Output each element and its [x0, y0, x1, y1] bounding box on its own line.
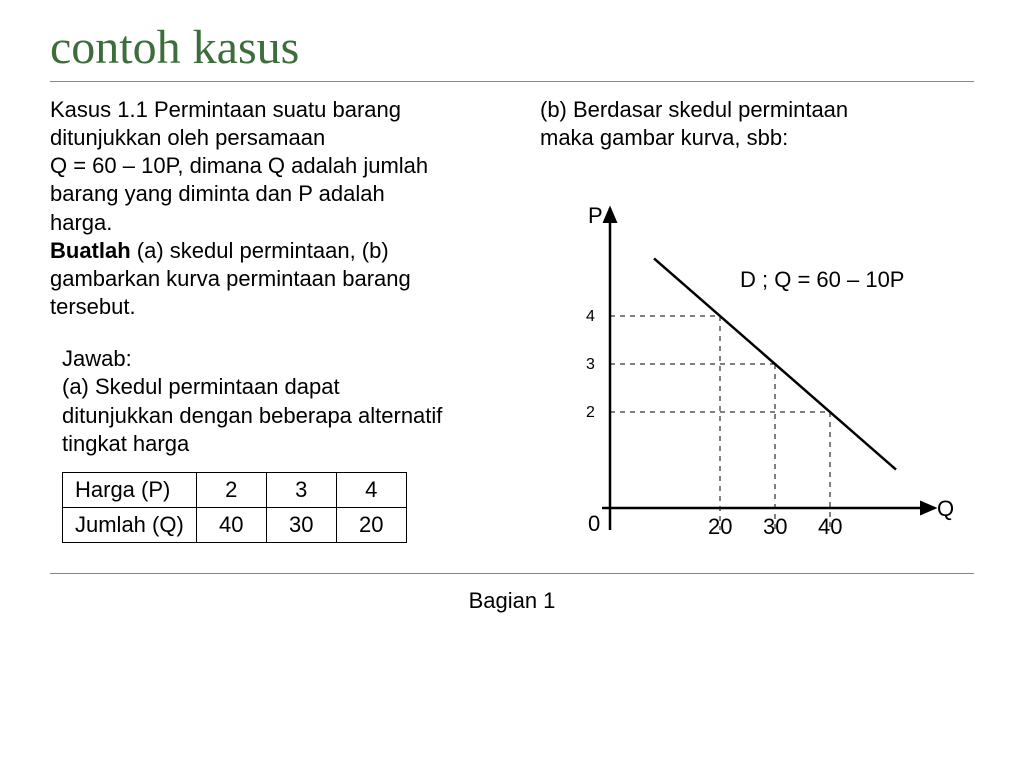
svg-text:30: 30: [763, 514, 787, 539]
problem-line: barang yang diminta dan P adalah: [50, 181, 385, 206]
svg-text:40: 40: [818, 514, 842, 539]
divider-top: [50, 81, 974, 82]
table-row: Jumlah (Q) 40 30 20: [63, 507, 407, 542]
table-cell: 3: [266, 472, 336, 507]
problem-line: (a) skedul permintaan, (b): [131, 238, 389, 263]
table-cell: 20: [336, 507, 406, 542]
table-cell: Jumlah (Q): [63, 507, 197, 542]
left-column: Kasus 1.1 Permintaan suatu barang ditunj…: [50, 96, 530, 563]
svg-text:20: 20: [708, 514, 732, 539]
divider-bottom: [50, 573, 974, 574]
table-cell: Harga (P): [63, 472, 197, 507]
problem-line: Q = 60 – 10P, dimana Q adalah jumlah: [50, 153, 428, 178]
footer-text: Bagian 1: [50, 588, 974, 614]
problem-line: ditunjukkan oleh persamaan: [50, 125, 325, 150]
svg-text:2: 2: [586, 404, 595, 421]
svg-text:0: 0: [588, 511, 600, 536]
problem-line: gambarkan kurva permintaan barang: [50, 266, 411, 291]
problem-text: Kasus 1.1 Permintaan suatu barang ditunj…: [50, 96, 530, 321]
answer-line: ditunjukkan dengan beberapa alternatif: [62, 403, 442, 428]
chart-svg: P Q 0 2 3 4 20 30 40 D ; Q = 60 – 10P: [540, 178, 960, 558]
table-row: Harga (P) 2 3 4: [63, 472, 407, 507]
answer-line: Jawab:: [62, 346, 132, 371]
answer-line: tingkat harga: [62, 431, 189, 456]
problem-line: harga.: [50, 210, 112, 235]
right-column: (b) Berdasar skedul permintaan maka gamb…: [530, 96, 970, 563]
intro-line: maka gambar kurva, sbb:: [540, 125, 788, 150]
svg-text:P: P: [588, 203, 603, 228]
answer-line: (a) Skedul permintaan dapat: [62, 374, 340, 399]
schedule-table: Harga (P) 2 3 4 Jumlah (Q) 40 30 20: [62, 472, 407, 543]
table-cell: 4: [336, 472, 406, 507]
svg-text:Q: Q: [937, 496, 954, 521]
svg-text:D ; Q = 60 – 10P: D ; Q = 60 – 10P: [740, 268, 904, 293]
intro-line: (b) Berdasar skedul permintaan: [540, 97, 848, 122]
curve-intro: (b) Berdasar skedul permintaan maka gamb…: [540, 96, 970, 152]
answer-text: Jawab: (a) Skedul permintaan dapat ditun…: [62, 345, 530, 458]
table-cell: 40: [196, 507, 266, 542]
page-title: contoh kasus: [50, 20, 974, 75]
problem-line: Kasus 1.1 Permintaan suatu barang: [50, 97, 401, 122]
demand-chart: P Q 0 2 3 4 20 30 40 D ; Q = 60 – 10P: [540, 178, 970, 563]
table-cell: 30: [266, 507, 336, 542]
problem-bold: Buatlah: [50, 238, 131, 263]
table-cell: 2: [196, 472, 266, 507]
svg-text:3: 3: [586, 356, 595, 373]
problem-line: tersebut.: [50, 294, 136, 319]
content-columns: Kasus 1.1 Permintaan suatu barang ditunj…: [50, 96, 974, 563]
svg-text:4: 4: [586, 308, 595, 325]
